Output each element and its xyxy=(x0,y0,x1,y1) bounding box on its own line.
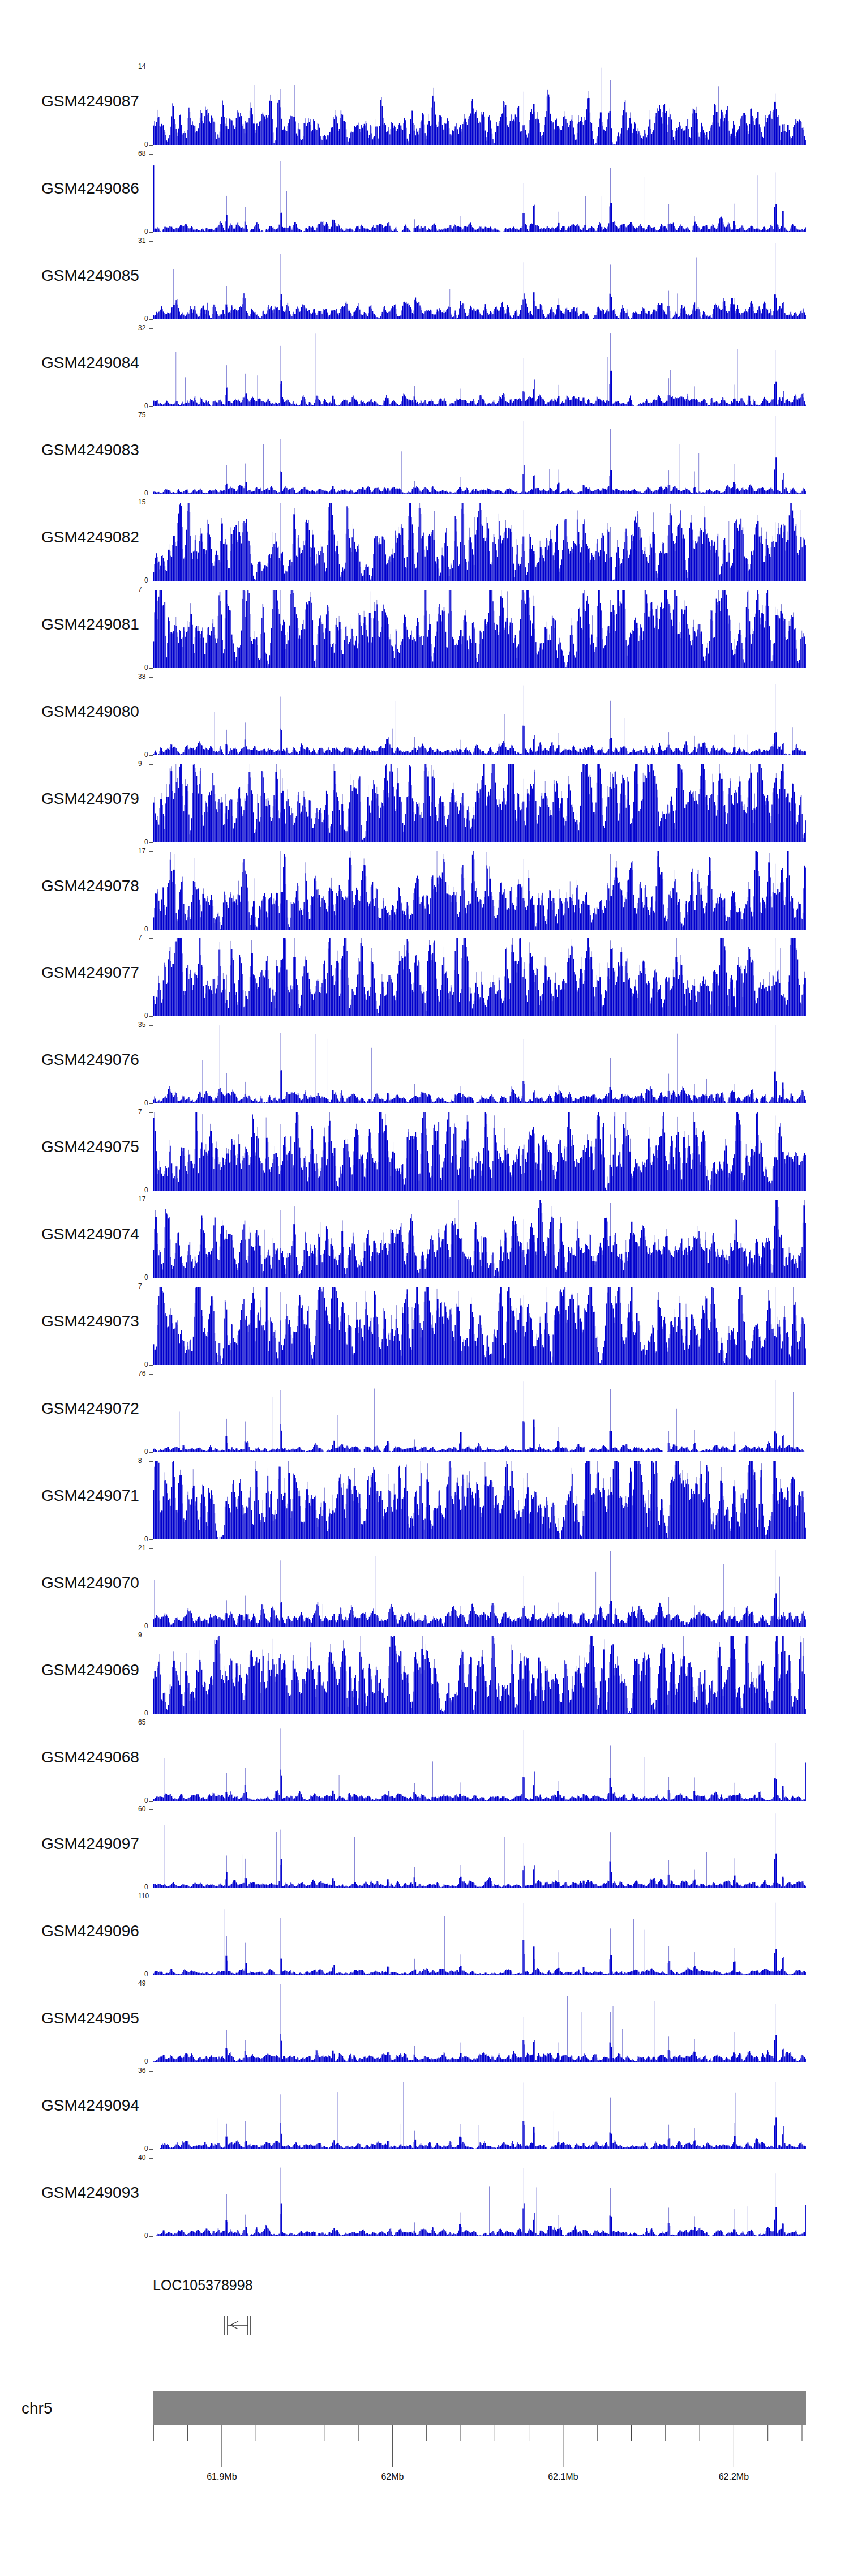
svg-text:62Mb: 62Mb xyxy=(381,2472,404,2481)
svg-text:62.1Mb: 62.1Mb xyxy=(548,2472,578,2481)
svg-text:62.2Mb: 62.2Mb xyxy=(719,2472,749,2481)
svg-text:61.9Mb: 61.9Mb xyxy=(207,2472,237,2481)
